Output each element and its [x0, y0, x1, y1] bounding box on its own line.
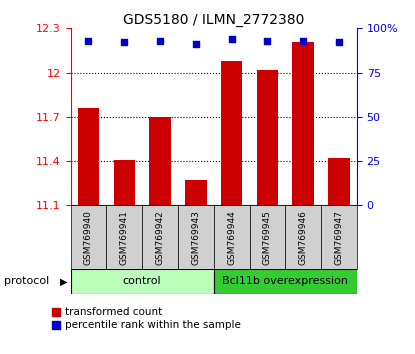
Bar [142, 205, 178, 269]
Text: GSM769947: GSM769947 [334, 210, 344, 265]
Text: control: control [123, 276, 161, 286]
Point [264, 38, 271, 44]
Text: GSM769945: GSM769945 [263, 210, 272, 265]
Bar [71, 269, 214, 294]
Bar [256, 70, 278, 205]
Point [85, 38, 92, 44]
Bar [185, 180, 207, 205]
Bar [178, 205, 214, 269]
Legend: transformed count, percentile rank within the sample: transformed count, percentile rank withi… [47, 303, 246, 335]
Bar [214, 205, 249, 269]
Bar [321, 205, 357, 269]
Text: ▶: ▶ [60, 276, 68, 286]
Point [300, 38, 307, 44]
Text: GSM769944: GSM769944 [227, 210, 236, 264]
Point [336, 40, 342, 45]
Text: GSM769943: GSM769943 [191, 210, 200, 265]
Text: Bcl11b overexpression: Bcl11b overexpression [222, 276, 348, 286]
Bar [293, 41, 314, 205]
Text: GSM769940: GSM769940 [84, 210, 93, 265]
Text: GSM769941: GSM769941 [120, 210, 129, 265]
Point [157, 38, 164, 44]
Title: GDS5180 / ILMN_2772380: GDS5180 / ILMN_2772380 [123, 13, 305, 27]
Point [121, 40, 127, 45]
Point [228, 36, 235, 42]
Bar [285, 205, 321, 269]
Bar [71, 205, 106, 269]
Text: GSM769942: GSM769942 [156, 210, 164, 264]
Point [193, 41, 199, 47]
Bar [249, 205, 285, 269]
Bar [149, 117, 171, 205]
Bar [221, 61, 242, 205]
Bar [78, 108, 99, 205]
Bar [113, 160, 135, 205]
Bar [214, 269, 357, 294]
Text: GSM769946: GSM769946 [299, 210, 308, 265]
Bar [328, 158, 350, 205]
Text: protocol: protocol [4, 276, 49, 286]
Bar [106, 205, 142, 269]
